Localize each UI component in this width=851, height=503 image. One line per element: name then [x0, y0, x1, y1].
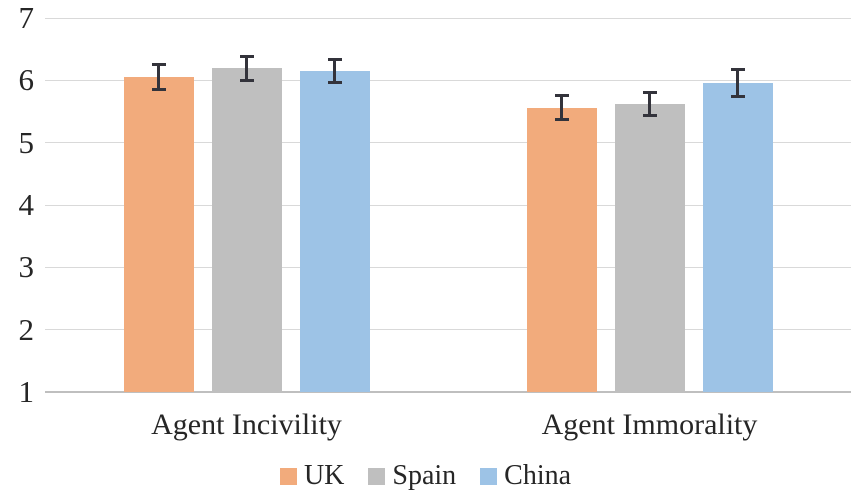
- error-bar-line: [736, 69, 739, 97]
- bar-spain-agent-immorality: [614, 104, 685, 392]
- y-tick-label: 1: [18, 374, 35, 409]
- category-label-agent-immorality: Agent Immorality: [541, 408, 758, 441]
- gridline: [45, 204, 851, 206]
- error-bar-line: [333, 58, 336, 84]
- error-bar-line: [560, 95, 563, 121]
- error-bar-cap-top: [327, 57, 342, 61]
- error-bar-cap-top: [151, 63, 166, 67]
- error-bar-cap-top: [642, 90, 657, 94]
- legend-swatch-spain: [368, 467, 386, 485]
- bar-uk-agent-immorality: [526, 107, 597, 392]
- error-bar-cap-bottom: [642, 114, 657, 118]
- category-label-agent-incivility: Agent Incivility: [151, 408, 342, 441]
- bar-uk-agent-incivility: [123, 77, 194, 392]
- legend-swatch-uk: [279, 467, 297, 485]
- error-bar-cap-top: [239, 55, 254, 59]
- error-bar-cap-bottom: [554, 118, 569, 122]
- bar-spain-agent-incivility: [211, 68, 282, 392]
- gridline: [45, 17, 851, 19]
- gridline: [45, 329, 851, 331]
- legend-label-uk: UK: [303, 460, 345, 491]
- legend-item-china: China: [480, 461, 571, 491]
- gridline: [45, 79, 851, 81]
- error-bar-cap-bottom: [327, 81, 342, 85]
- legend-label-china: China: [504, 460, 572, 491]
- y-tick-label: 7: [18, 0, 35, 35]
- gridline: [45, 142, 851, 144]
- x-axis-line: [45, 391, 851, 393]
- error-bar-cap-bottom: [151, 88, 166, 92]
- legend-label-spain: Spain: [392, 460, 457, 491]
- error-bar-line: [157, 64, 160, 91]
- error-bar-cap-bottom: [239, 78, 254, 82]
- y-tick-label: 2: [18, 311, 35, 347]
- error-bar-cap-top: [730, 68, 745, 72]
- error-bar-cap-top: [554, 94, 569, 98]
- error-bar-line: [648, 91, 651, 117]
- bar-china-agent-immorality: [702, 82, 773, 392]
- legend-item-spain: Spain: [368, 461, 456, 491]
- y-tick-label: 4: [18, 187, 35, 222]
- legend-item-uk: UK: [279, 460, 345, 491]
- bar-china-agent-incivility: [299, 70, 370, 392]
- gridline: [45, 266, 851, 268]
- y-tick-label: 6: [18, 62, 35, 98]
- y-tick-label: 5: [18, 124, 35, 160]
- y-tick-label: 3: [18, 249, 35, 285]
- legend-swatch-china: [480, 467, 498, 485]
- error-bar-cap-bottom: [730, 94, 745, 98]
- error-bar-line: [245, 56, 248, 81]
- chart-legend: UK Spain China: [0, 461, 851, 491]
